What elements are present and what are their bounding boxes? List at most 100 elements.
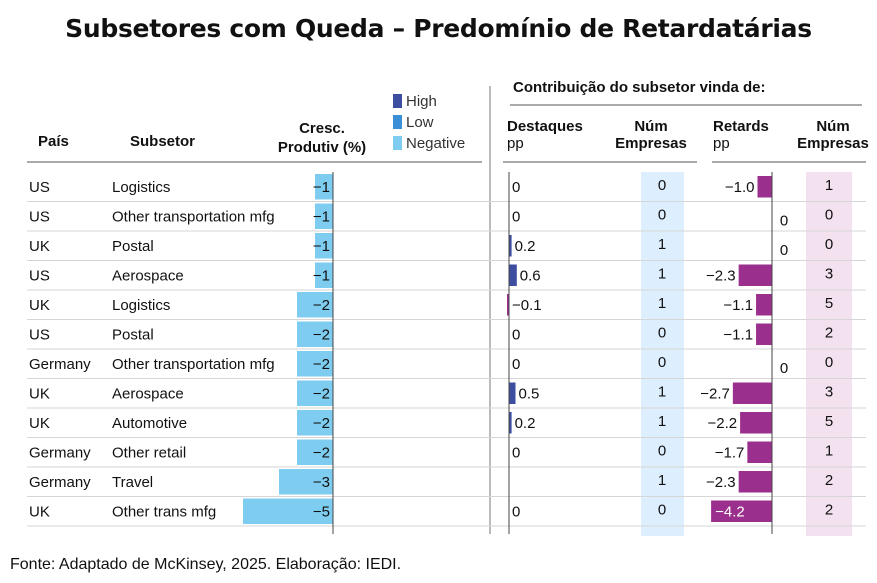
header-cresc: Cresc. Produtiv (%) <box>262 120 382 156</box>
header-num-empresas-1: Núm Empresas <box>606 118 696 152</box>
cresc-bar <box>243 498 333 524</box>
cresc-value-label: −2 <box>313 297 330 314</box>
country-label: UK <box>29 297 50 314</box>
destaques-value-label: 0 <box>512 503 520 520</box>
destaques-bar <box>509 235 512 257</box>
country-label: Germany <box>29 474 91 491</box>
subsector-label: Other retail <box>112 444 186 461</box>
header-cresc-line1: Cresc. <box>299 120 345 137</box>
num-empresas-2-value: 1 <box>825 177 833 194</box>
retards-bar <box>747 441 772 463</box>
cresc-value-label: −2 <box>313 415 330 432</box>
subsector-label: Aerospace <box>112 267 184 284</box>
cresc-value-label: −2 <box>313 326 330 343</box>
destaques-bar <box>509 264 517 286</box>
subsector-label: Travel <box>112 474 153 491</box>
cresc-bar <box>297 292 333 318</box>
retards-bar <box>711 500 772 522</box>
country-label: Germany <box>29 356 91 373</box>
header-cresc-line2: Produtiv (%) <box>277 139 367 156</box>
cresc-bar <box>297 410 333 436</box>
num-empresas-2-value: 3 <box>825 265 833 282</box>
chart-title: Subsetores com Queda – Predomínio de Ret… <box>65 14 812 43</box>
cresc-bar <box>315 233 333 259</box>
destaques-value-label: 0.6 <box>520 267 541 284</box>
retards-value-label: −2.3 <box>706 474 736 491</box>
subsector-label: Other transportation mfg <box>112 356 275 373</box>
num-empresas-1-value: 0 <box>658 177 666 194</box>
legend-swatch-high <box>393 94 402 108</box>
country-label: US <box>29 267 50 284</box>
legend-label-high: High <box>406 93 437 110</box>
destaques-value-label: 0 <box>512 326 520 343</box>
num-empresas-2-value: 5 <box>825 413 833 430</box>
retards-value-label: −2.2 <box>707 415 737 432</box>
legend-swatch-negative <box>393 136 402 150</box>
retards-value-label: −1.7 <box>715 444 745 461</box>
subsector-label: Logistics <box>112 179 170 196</box>
header-num1-line1: Núm <box>634 118 668 135</box>
subsector-label: Logistics <box>112 297 170 314</box>
cresc-value-label: −2 <box>313 444 330 461</box>
retards-value-label: 0 <box>780 242 788 259</box>
destaques-value-label: 0 <box>512 356 520 373</box>
country-label: US <box>29 179 50 196</box>
retards-bar <box>757 176 772 198</box>
country-label: US <box>29 208 50 225</box>
num-empresas-2-value: 0 <box>825 236 833 253</box>
header-retards-unit: pp <box>713 135 730 152</box>
legend-label-low: Low <box>406 114 434 131</box>
country-label: UK <box>29 503 50 520</box>
country-label: US <box>29 326 50 343</box>
header-contribuicao: Contribuição do subsetor vinda de: <box>513 79 766 96</box>
retards-bar <box>756 294 772 316</box>
legend-item-low: Low <box>393 114 434 131</box>
header-num2-line1: Núm <box>816 118 850 135</box>
num-empresas-1-column-bg <box>641 172 684 536</box>
cresc-value-label: −2 <box>313 356 330 373</box>
destaques-value-label: 0 <box>512 179 520 196</box>
legend-item-high: High <box>393 93 437 110</box>
num-empresas-1-value: 1 <box>658 413 666 430</box>
header-destaques-unit: pp <box>507 135 524 152</box>
num-empresas-1-value: 0 <box>658 501 666 518</box>
destaques-value-label: 0 <box>512 444 520 461</box>
cresc-bar <box>315 203 333 229</box>
country-label: UK <box>29 415 50 432</box>
subsector-label: Postal <box>112 238 154 255</box>
cresc-bar <box>297 439 333 465</box>
num-empresas-1-value: 0 <box>658 324 666 341</box>
destaques-bar <box>507 294 509 316</box>
cresc-bar <box>297 321 333 347</box>
subsector-label: Other trans mfg <box>112 503 216 520</box>
num-empresas-1-value: 0 <box>658 354 666 371</box>
num-empresas-2-value: 5 <box>825 295 833 312</box>
subsector-label: Postal <box>112 326 154 343</box>
retards-bar <box>738 264 772 286</box>
num-empresas-2-value: 0 <box>825 354 833 371</box>
retards-value-label: −4.2 <box>715 503 745 520</box>
cresc-bar <box>279 469 333 495</box>
destaques-value-label: 0.5 <box>519 385 540 402</box>
retards-value-label: 0 <box>780 360 788 377</box>
cresc-value-label: −1 <box>313 238 330 255</box>
destaques-value-label: −0.1 <box>512 297 542 314</box>
num-empresas-1-value: 1 <box>658 383 666 400</box>
header-num-empresas-2: Núm Empresas <box>788 118 877 152</box>
num-empresas-1-value: 0 <box>658 206 666 223</box>
destaques-value-label: 0.2 <box>515 415 536 432</box>
num-empresas-1-value: 1 <box>658 472 666 489</box>
cresc-value-label: −3 <box>313 474 330 491</box>
num-empresas-2-value: 3 <box>825 383 833 400</box>
retards-bar <box>738 471 772 493</box>
num-empresas-2-value: 2 <box>825 501 833 518</box>
cresc-value-label: −5 <box>313 503 330 520</box>
header-subsetor: Subsetor <box>130 133 196 150</box>
cresc-value-label: −2 <box>313 385 330 402</box>
cresc-bar <box>297 351 333 377</box>
legend-label-negative: Negative <box>406 135 466 152</box>
destaques-bar <box>509 412 512 434</box>
cresc-value-label: −1 <box>313 208 330 225</box>
retards-value-label: −2.7 <box>700 385 730 402</box>
